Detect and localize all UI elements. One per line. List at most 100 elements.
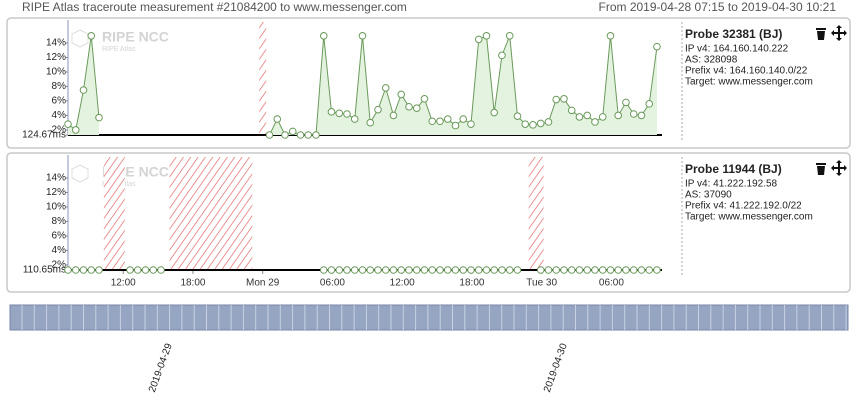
data-point[interactable] — [552, 266, 561, 274]
data-point[interactable] — [598, 266, 607, 274]
data-point[interactable] — [133, 266, 142, 274]
data-point[interactable] — [629, 110, 638, 118]
data-point[interactable] — [552, 95, 561, 104]
data-point[interactable] — [498, 266, 506, 274]
data-point[interactable] — [536, 119, 545, 128]
data-point[interactable] — [126, 266, 134, 274]
data-point[interactable] — [350, 266, 359, 274]
data-point[interactable] — [71, 266, 80, 274]
data-point[interactable] — [521, 120, 530, 128]
data-point[interactable] — [598, 113, 607, 121]
data-point[interactable] — [622, 98, 630, 107]
data-point[interactable] — [79, 266, 88, 274]
data-point[interactable] — [645, 266, 654, 274]
data-point[interactable] — [482, 31, 491, 40]
data-point[interactable] — [443, 115, 452, 123]
data-point[interactable] — [343, 110, 351, 118]
data-point[interactable] — [412, 266, 421, 274]
data-point[interactable] — [544, 266, 553, 274]
delete-icon[interactable] — [816, 28, 826, 40]
data-point[interactable] — [560, 266, 568, 274]
data-point[interactable] — [459, 115, 468, 123]
data-point[interactable] — [389, 111, 398, 120]
data-point[interactable] — [513, 266, 522, 274]
data-point[interactable] — [304, 131, 313, 139]
data-point[interactable] — [381, 266, 390, 274]
data-point[interactable] — [567, 266, 576, 274]
data-point[interactable] — [459, 266, 468, 274]
data-point[interactable] — [560, 94, 568, 103]
data-point[interactable] — [366, 118, 375, 127]
data-point[interactable] — [583, 266, 592, 274]
data-point[interactable] — [420, 94, 429, 103]
data-point[interactable] — [288, 127, 297, 136]
data-point[interactable] — [436, 117, 444, 126]
data-point[interactable] — [366, 266, 375, 274]
data-point[interactable] — [327, 266, 336, 274]
data-point[interactable] — [505, 31, 514, 40]
data-point[interactable] — [482, 266, 491, 274]
timeline-bar[interactable] — [9, 304, 849, 331]
data-point[interactable] — [87, 266, 96, 274]
data-point[interactable] — [412, 104, 421, 113]
data-point[interactable] — [381, 84, 390, 92]
data-point[interactable] — [467, 120, 475, 128]
data-point[interactable] — [265, 131, 274, 139]
data-point[interactable] — [428, 117, 437, 126]
data-point[interactable] — [319, 31, 328, 40]
data-point[interactable] — [544, 118, 553, 126]
data-point[interactable] — [622, 266, 630, 274]
delete-icon[interactable] — [816, 163, 826, 175]
data-point[interactable] — [575, 113, 584, 121]
data-point[interactable] — [645, 100, 654, 108]
data-point[interactable] — [64, 120, 72, 128]
data-point[interactable] — [79, 86, 88, 94]
data-point[interactable] — [583, 111, 592, 120]
data-point[interactable] — [591, 266, 599, 274]
data-point[interactable] — [614, 111, 623, 120]
data-point[interactable] — [343, 266, 351, 274]
data-point[interactable] — [474, 266, 483, 274]
data-point[interactable] — [374, 266, 382, 274]
data-point[interactable] — [273, 115, 282, 123]
data-point[interactable] — [591, 118, 599, 126]
data-point[interactable] — [358, 266, 367, 274]
data-point[interactable] — [405, 266, 413, 274]
data-point[interactable] — [498, 51, 506, 60]
data-point[interactable] — [420, 266, 429, 274]
data-point[interactable] — [281, 131, 289, 139]
move-icon[interactable] — [831, 160, 847, 176]
data-point[interactable] — [335, 266, 344, 274]
data-point[interactable] — [637, 111, 646, 120]
data-point[interactable] — [327, 108, 336, 116]
data-point[interactable] — [567, 106, 576, 115]
data-point[interactable] — [529, 121, 537, 129]
data-point[interactable] — [335, 109, 344, 118]
data-point[interactable] — [157, 266, 165, 274]
data-point[interactable] — [350, 115, 359, 123]
data-point[interactable] — [428, 266, 437, 274]
data-point[interactable] — [614, 266, 623, 274]
data-point[interactable] — [71, 126, 80, 134]
move-icon[interactable] — [831, 25, 847, 41]
data-point[interactable] — [451, 121, 460, 130]
data-point[interactable] — [513, 112, 522, 120]
data-point[interactable] — [653, 42, 661, 51]
data-point[interactable] — [505, 266, 514, 274]
data-point[interactable] — [397, 266, 406, 274]
data-point[interactable] — [358, 31, 367, 40]
data-point[interactable] — [490, 108, 499, 117]
data-point[interactable] — [490, 266, 499, 274]
data-point[interactable] — [467, 266, 475, 274]
data-point[interactable] — [312, 131, 320, 139]
data-point[interactable] — [606, 31, 615, 40]
data-point[interactable] — [389, 266, 398, 274]
data-point[interactable] — [374, 105, 382, 114]
data-point[interactable] — [606, 266, 615, 274]
data-point[interactable] — [536, 266, 545, 274]
data-point[interactable] — [474, 35, 483, 44]
data-point[interactable] — [95, 266, 103, 274]
data-point[interactable] — [443, 266, 452, 274]
data-point[interactable] — [397, 90, 406, 99]
data-point[interactable] — [64, 266, 72, 274]
